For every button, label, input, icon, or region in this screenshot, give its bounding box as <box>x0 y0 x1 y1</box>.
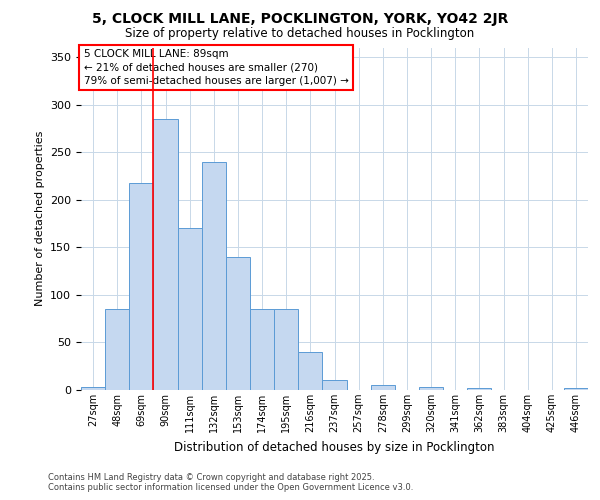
Text: 5, CLOCK MILL LANE, POCKLINGTON, YORK, YO42 2JR: 5, CLOCK MILL LANE, POCKLINGTON, YORK, Y… <box>92 12 508 26</box>
Y-axis label: Number of detached properties: Number of detached properties <box>35 131 44 306</box>
Text: Size of property relative to detached houses in Pocklington: Size of property relative to detached ho… <box>125 28 475 40</box>
Bar <box>226 257 250 390</box>
Bar <box>467 388 491 390</box>
Bar <box>154 119 178 390</box>
Bar <box>81 387 105 390</box>
Bar <box>105 309 129 390</box>
Text: Contains HM Land Registry data © Crown copyright and database right 2025.
Contai: Contains HM Land Registry data © Crown c… <box>48 473 413 492</box>
Bar <box>274 309 298 390</box>
Bar <box>371 385 395 390</box>
Bar <box>322 380 347 390</box>
Bar <box>250 309 274 390</box>
Bar <box>298 352 322 390</box>
X-axis label: Distribution of detached houses by size in Pocklington: Distribution of detached houses by size … <box>174 440 495 454</box>
Bar <box>419 387 443 390</box>
Bar <box>129 182 154 390</box>
Text: 5 CLOCK MILL LANE: 89sqm
← 21% of detached houses are smaller (270)
79% of semi-: 5 CLOCK MILL LANE: 89sqm ← 21% of detach… <box>83 49 349 86</box>
Bar <box>202 162 226 390</box>
Bar <box>178 228 202 390</box>
Bar <box>564 388 588 390</box>
